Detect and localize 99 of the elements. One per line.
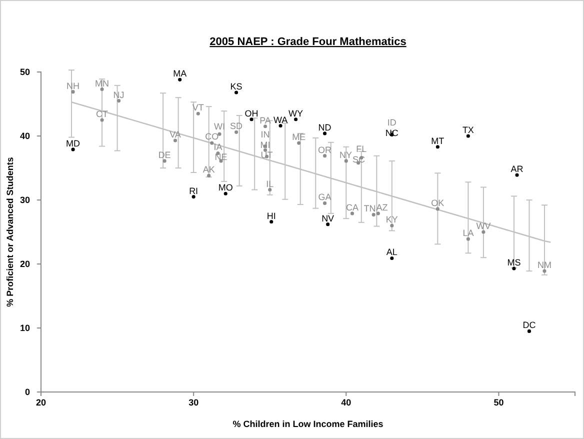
data-label: NV (322, 213, 334, 224)
point (162, 159, 166, 163)
point (263, 124, 268, 128)
point (192, 195, 196, 199)
x-tick-label: 20 (36, 397, 46, 408)
point (515, 173, 519, 177)
point (372, 212, 376, 216)
point (436, 207, 440, 211)
data-label: MS (507, 257, 521, 268)
data-label: VT (192, 102, 204, 113)
point (466, 237, 470, 241)
data-label: NH (66, 80, 80, 91)
data-label: IL (266, 178, 274, 189)
data-label: NM (537, 260, 552, 270)
data-label: HI (266, 210, 276, 221)
point (278, 124, 282, 128)
data-label: MD (66, 138, 81, 148)
data-label: OK (431, 198, 444, 208)
data-label: MT (431, 136, 445, 146)
data-label: AL (386, 247, 398, 258)
data-label: CO (205, 132, 219, 142)
data-label: TN (364, 204, 376, 214)
data-label: WA (273, 114, 288, 125)
data-label: LA (462, 228, 474, 238)
point (466, 134, 470, 138)
y-tick-label: 50 (20, 66, 30, 77)
data-label: SD (230, 121, 244, 132)
point (224, 192, 228, 196)
point (268, 188, 272, 192)
point (234, 130, 238, 134)
y-tick-label: 30 (20, 194, 30, 205)
data-label: IA (214, 142, 222, 152)
y-tick-label: 40 (20, 130, 30, 141)
data-label: GA (318, 192, 332, 202)
data-label: KY (386, 214, 398, 225)
point (436, 145, 440, 149)
data-label: VA (170, 129, 181, 140)
point (350, 212, 354, 216)
point (196, 112, 200, 116)
point (323, 201, 327, 205)
point (71, 148, 75, 152)
x-axis-title: % Children in Low Income Families (232, 419, 384, 429)
point (210, 141, 214, 145)
point (323, 132, 327, 136)
data-label: MA (173, 68, 187, 79)
point (323, 154, 327, 158)
y-tick-label: 10 (20, 322, 30, 333)
point (100, 118, 104, 122)
data-label: TX (462, 125, 474, 135)
data-label: DE (158, 150, 171, 160)
point (326, 222, 330, 226)
data-label: OR (318, 144, 332, 155)
point (390, 256, 394, 260)
point (71, 90, 75, 94)
x-tick-label: 50 (494, 397, 504, 408)
x-tick-label: 40 (341, 397, 352, 408)
y-axis-title: % Proficient or Advanced Students (5, 157, 15, 307)
data-label: AR (510, 164, 524, 174)
data-label: AK (202, 164, 215, 175)
data-label: WV (476, 221, 491, 231)
data-label: ND (318, 122, 332, 132)
y-tick-label: 20 (20, 258, 30, 269)
point (117, 99, 121, 103)
data-label: PA (260, 115, 271, 126)
point (234, 90, 238, 94)
point (270, 220, 274, 224)
data-label: CT (96, 109, 109, 119)
point (542, 269, 546, 273)
data-label: OH (244, 108, 258, 118)
point (178, 78, 182, 82)
data-label: ID (387, 118, 397, 128)
data-label: DC (522, 320, 536, 330)
data-label: WY (288, 108, 304, 118)
y-tick-label: 0 (24, 386, 30, 397)
data-label: AZ (376, 202, 388, 212)
data-label: CA (346, 202, 359, 212)
point (173, 138, 178, 142)
point (527, 329, 532, 333)
point (344, 159, 348, 163)
data-label: MN (95, 78, 110, 88)
chart-title: 2005 NAEP : Grade Four Mathematics (210, 36, 406, 48)
data-label: NE (214, 152, 228, 162)
point (390, 224, 394, 228)
data-label: NJ (113, 90, 124, 100)
data-label: KS (230, 81, 242, 92)
point (250, 118, 254, 122)
data-label: FL (356, 144, 367, 154)
point (294, 118, 298, 122)
data-label: WI (214, 122, 226, 132)
point (376, 212, 380, 216)
data-label: NY (339, 150, 352, 160)
point (297, 141, 301, 145)
data-label: RI (189, 186, 198, 196)
point (482, 230, 486, 234)
point (100, 88, 104, 92)
x-tick-label: 30 (188, 397, 199, 408)
data-label: ME (292, 132, 306, 142)
data-label: IN (260, 130, 270, 140)
data-label: MO (218, 182, 233, 193)
